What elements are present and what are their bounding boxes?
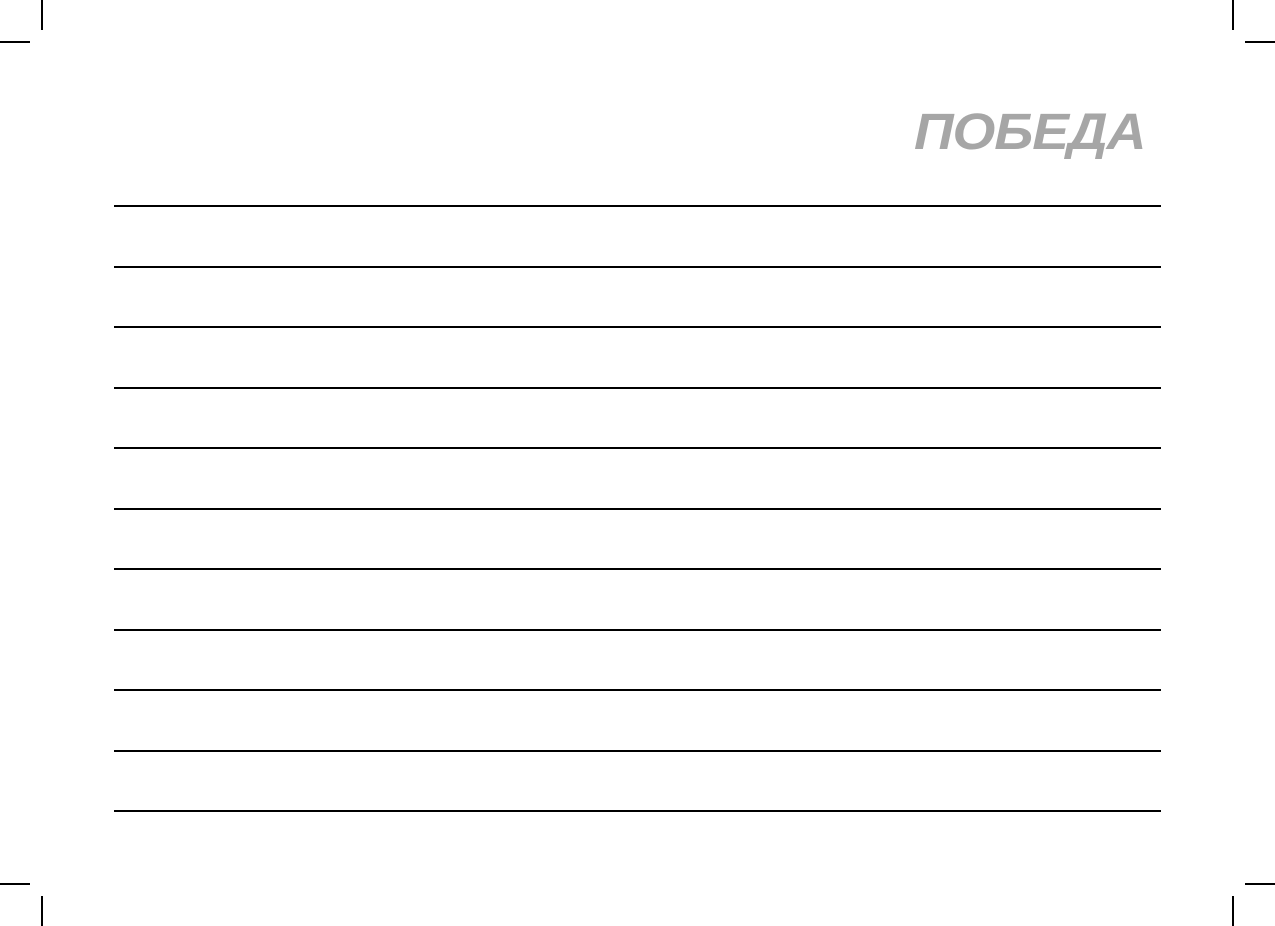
crop-mark-top-left-horizontal [0,41,30,43]
brand-logo: ПОБЕДА [914,103,1146,160]
note-line [114,810,1161,812]
note-line [114,507,1161,510]
note-line [114,749,1161,752]
crop-mark-bottom-right-vertical [1232,896,1234,926]
note-line [114,568,1161,570]
note-line [114,386,1161,389]
note-line [114,447,1161,449]
crop-mark-top-left-vertical [41,0,43,30]
crop-mark-bottom-right-horizontal [1245,883,1275,885]
crop-mark-bottom-left-horizontal [0,883,30,885]
crop-mark-top-right-horizontal [1245,41,1275,43]
note-line [114,628,1161,631]
crop-mark-bottom-left-vertical [41,896,43,926]
crop-mark-top-right-vertical [1232,0,1234,30]
note-line [114,205,1161,207]
note-line [114,265,1161,268]
note-line [114,689,1161,691]
note-line [114,326,1161,328]
